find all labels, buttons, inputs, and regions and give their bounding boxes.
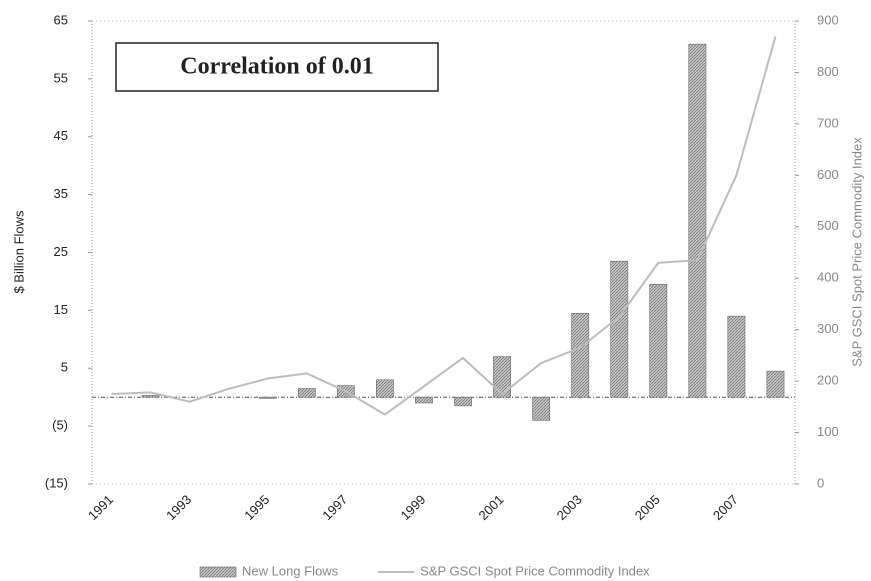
annotation: Correlation of 0.01 xyxy=(180,54,374,80)
annotation-box xyxy=(115,42,439,92)
y-tick-label: 65 xyxy=(54,12,68,27)
bar xyxy=(297,388,316,398)
line xyxy=(111,36,777,416)
y-tick-label: 15 xyxy=(54,302,68,317)
bar xyxy=(415,396,433,404)
y2-tick-label: 300 xyxy=(817,321,839,336)
bar xyxy=(376,379,394,398)
bar xyxy=(727,315,746,398)
y2-tick-label: 500 xyxy=(817,218,839,233)
bar xyxy=(688,43,707,398)
y2-tick-label: 700 xyxy=(817,115,839,130)
bar xyxy=(766,370,785,398)
y2-tick-label: 200 xyxy=(817,373,839,388)
y-axis-label: $ Billion Flows xyxy=(11,210,26,294)
x-tick-label: 2003 xyxy=(554,492,585,523)
y-tick-label: 25 xyxy=(54,244,68,259)
x-tick-label: 1991 xyxy=(85,492,116,523)
x-tick-label: 1997 xyxy=(319,492,350,523)
x-tick-label: 2001 xyxy=(476,492,507,523)
bar xyxy=(532,396,551,421)
x-tick-label: 1993 xyxy=(163,492,194,523)
y2-tick-label: 0 xyxy=(817,475,824,490)
y-tick-label: 35 xyxy=(54,186,68,201)
bar xyxy=(493,356,511,398)
bar xyxy=(141,395,160,398)
legend-swatch xyxy=(199,566,237,578)
legend-label: New Long Flows xyxy=(242,563,339,578)
y2-axis-label: S&P GSCI Spot Price Commodity Index xyxy=(849,137,864,367)
x-tick-label: 2005 xyxy=(632,492,663,523)
bar xyxy=(610,260,629,398)
bar xyxy=(571,312,590,398)
x-tick-label: 1995 xyxy=(241,492,272,523)
y2-tick-label: 900 xyxy=(817,12,839,27)
bar xyxy=(258,396,277,399)
y-tick-label: 45 xyxy=(54,128,68,143)
x-tick-label: 1999 xyxy=(397,492,428,523)
y-tick-label: (15) xyxy=(45,475,68,490)
bar xyxy=(454,396,472,407)
bar xyxy=(649,284,668,398)
y2-tick-label: 100 xyxy=(817,424,839,439)
y-tick-label: 55 xyxy=(54,70,68,85)
y2-tick-label: 400 xyxy=(817,270,839,285)
y-tick-label: (5) xyxy=(52,418,68,433)
y2-tick-label: 600 xyxy=(817,167,839,182)
legend-label: S&P GSCI Spot Price Commodity Index xyxy=(420,563,650,578)
y-tick-label: 5 xyxy=(61,360,68,375)
x-tick-label: 2007 xyxy=(710,492,741,523)
y2-tick-label: 800 xyxy=(817,64,839,79)
